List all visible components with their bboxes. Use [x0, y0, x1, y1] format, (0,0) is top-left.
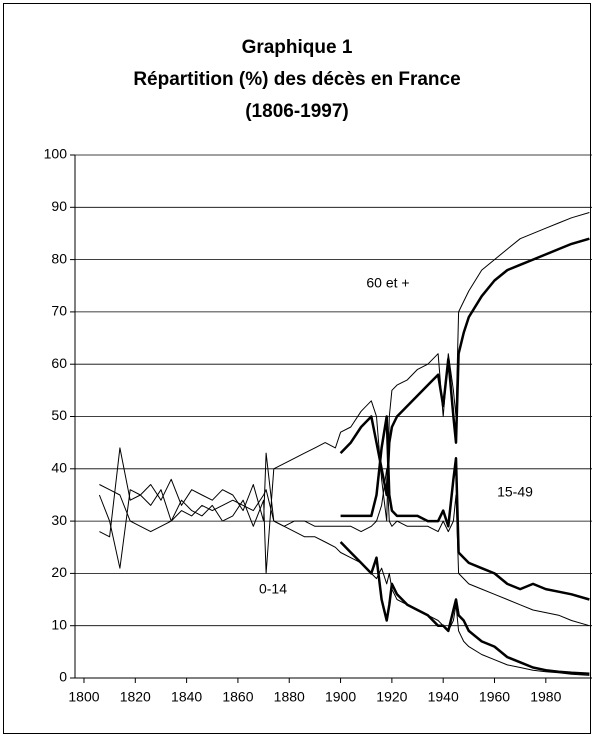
annotation: 0-14 [259, 581, 287, 597]
chart-frame [3, 3, 591, 734]
y-tick-label: 0 [59, 669, 67, 685]
y-tick-label: 30 [51, 512, 67, 528]
y-tick-label: 80 [51, 250, 67, 266]
y-tick-label: 40 [51, 460, 67, 476]
y-tick-label: 100 [44, 146, 68, 162]
y-tick-label: 60 [51, 355, 67, 371]
x-tick-label: 1940 [428, 689, 459, 705]
chart-title: Répartition (%) des décès en France [133, 69, 460, 90]
y-tick-label: 90 [51, 198, 67, 214]
annotation: 15-49 [497, 484, 533, 500]
series-line [340, 415, 590, 601]
series-line [98, 212, 590, 574]
x-tick-label: 1860 [222, 689, 253, 705]
x-tick-label: 1880 [274, 689, 305, 705]
y-tick-label: 10 [51, 616, 67, 632]
annotation: 60 et + [366, 275, 409, 291]
y-tick-label: 70 [51, 303, 67, 319]
x-tick-label: 1800 [68, 689, 99, 705]
series-line [339, 541, 590, 676]
x-tick-label: 1820 [120, 689, 151, 705]
x-tick-label: 1840 [171, 689, 202, 705]
y-tick-label: 50 [51, 407, 67, 423]
series-line [99, 447, 590, 627]
x-tick-label: 1980 [530, 689, 561, 705]
x-tick-label: 1900 [325, 689, 356, 705]
chart-title: (1806-1997) [245, 101, 349, 122]
x-tick-label: 1960 [479, 689, 510, 705]
y-tick-label: 20 [51, 564, 67, 580]
chart-title: Graphique 1 [242, 37, 353, 58]
x-tick-label: 1920 [376, 689, 407, 705]
